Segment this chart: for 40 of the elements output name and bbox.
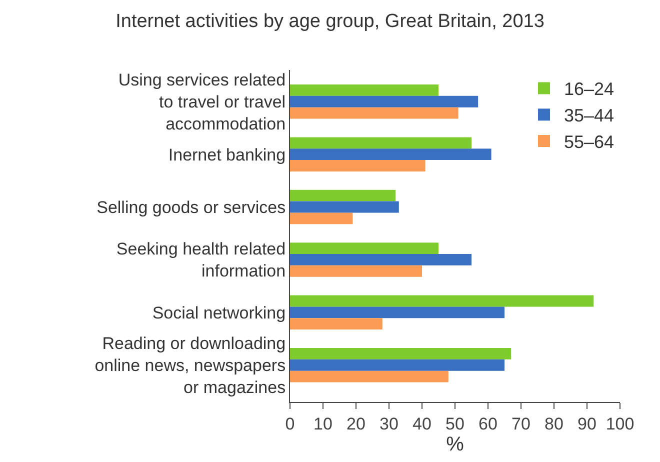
y-tick-label: Seeking health related information [116,240,286,281]
y-tick-label: Using services related to travel or travel accommodation [118,70,286,134]
bar [290,160,426,172]
bar [290,318,382,330]
bar [290,212,353,224]
x-tick-label: 40 [412,414,432,434]
bar [290,84,438,96]
y-tick-label: Inernet banking [168,145,286,164]
legend-label: 16–24 [564,79,614,100]
legend-label: 55–64 [564,132,614,152]
x-tick-label: 0 [285,414,295,434]
y-tick-label: Selling goods or services [96,198,286,217]
y-tick-label: Reading or downloading online news, newspapers or magazines [94,334,286,398]
bar [290,242,438,254]
x-tick-label: 60 [478,414,498,434]
bar [290,306,504,318]
bar [290,96,478,108]
legend-label: 35–44 [564,106,614,126]
y-tick-label: Social networking [152,303,286,322]
x-tick-label: 80 [544,414,564,434]
x-tick-label: 50 [446,414,464,434]
chart-title: Internet activities by age group, Great Britain, 2013 [116,11,544,32]
bar [290,137,472,149]
x-tick-label: 30 [380,414,398,434]
bar [290,359,504,371]
x-axis-title: % [446,433,464,456]
x-tick-label: 100 [606,414,634,434]
bar [290,148,492,160]
bar [290,265,422,277]
x-tick-label: 70 [512,414,530,434]
x-tick-label: 20 [346,414,366,434]
bar [290,201,399,213]
bar [290,295,594,307]
bar [290,254,472,266]
x-tick-label: 90 [578,414,596,434]
x-tick-label: 10 [314,414,332,434]
bar [290,370,448,382]
bar [290,190,396,202]
bar [290,348,512,360]
bar [290,107,458,119]
